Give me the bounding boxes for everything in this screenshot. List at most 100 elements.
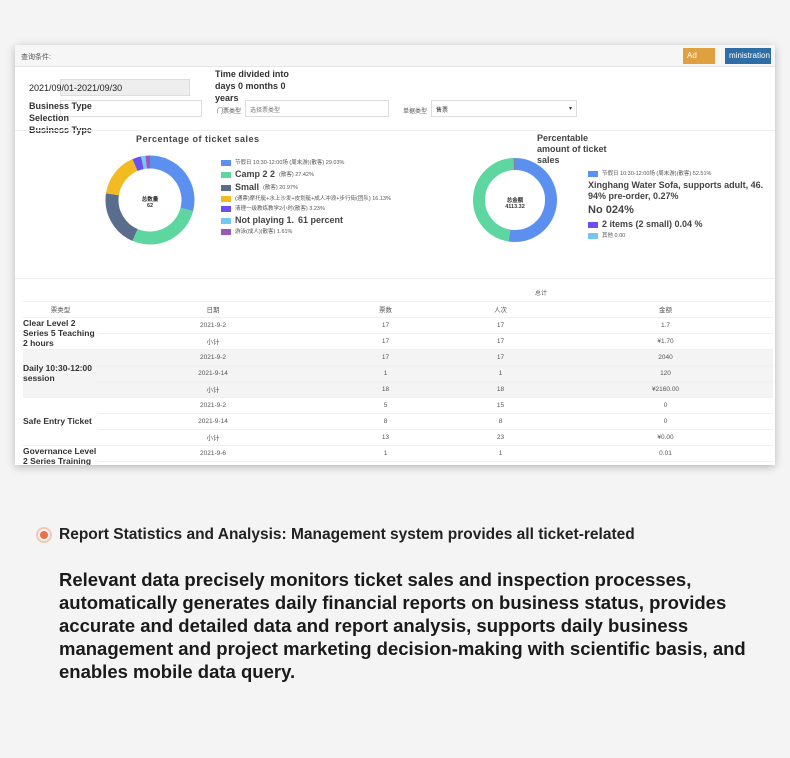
ticket-type-cell: Clear Level 2 Series 5 Teaching 2 hours [23,317,98,350]
ticket-type-cell: Governance Level 2 Series Training Teach… [23,445,98,465]
ticket-type-cell: Daily 10:30-12:00 session [23,349,98,398]
table-row: Daily 10:30-12:00 session 2021-9-2 17 17 204… [23,349,773,398]
table-row: Safe Entry Ticket 2021-9-2 5 15 0 [23,397,773,446]
ticket-type-cell: Safe Entry Ticket [23,397,98,446]
donut-slice[interactable] [508,158,557,242]
table-cell: 小计 [98,333,328,350]
col-header: 金额 [558,301,773,318]
date-range-input[interactable] [60,79,190,96]
table-cell: 2021-9-14 [98,365,328,382]
table-cell: 17 [443,349,558,366]
donut-slice[interactable] [105,193,138,241]
chart2-legend: 节假日 10:30-12:00场 (周末游)(散客) 52.51% Xingha… [588,170,773,240]
table-row: 2021-9-14 8 8 0 [23,413,773,430]
ticket-amount-donut [473,158,557,242]
legend-item[interactable]: 2 items (2 small) 0.04 % [588,219,773,230]
col-header: 人次 [443,301,558,318]
search-button[interactable]: Ad [683,48,715,64]
table-cell: 1 [328,445,443,462]
report-table: 票类型 日期 票数 人次 金额 Clear Level 2 Series 5 T… [23,285,773,465]
chart1-title: Percentage of ticket sales [136,134,260,144]
chevron-down-icon: ▾ [568,106,572,112]
legend-item[interactable]: 其他 0.00 [588,232,773,240]
center-label: 总数量 [141,197,159,203]
legend-item[interactable]: 节假日 10:30-12:00场 (周末游)(散客) 52.51% [588,170,773,178]
donut-slice[interactable] [141,155,147,170]
export-button[interactable]: ministration [725,48,771,64]
table-cell: 18 [443,381,558,398]
table-cell: ¥0.00 [558,429,773,446]
legend-item[interactable]: Not playing 1. 61 percent [221,215,481,226]
legend-item[interactable]: Camp 2 2 (散客) 27.42% [221,169,481,180]
table-cell: 2021-9-2 [98,397,328,414]
table-cell: 17 [328,317,443,334]
table-cell: 1 [328,461,443,465]
table-cell: 小计 [98,381,328,398]
donut-slice[interactable] [106,159,138,196]
table-cell: 1 [443,445,558,462]
ticket-count-donut [105,155,195,245]
table-cell: 0 [558,413,773,430]
table-cell: 2021-9-2 [98,349,328,366]
chart2-center: 总金额 4113.32 [490,196,540,210]
table-cell: 小计 [98,429,328,446]
donut-slice[interactable] [473,158,515,242]
table-cell: 18 [328,381,443,398]
report-screenshot: 查询条件: Ad ministration 2021/09/01-2021/09… [15,45,775,465]
business-type-input[interactable] [60,100,202,117]
time-note: Time divided into days 0 months 0 years [215,69,289,103]
ticket-type-select[interactable]: 选择票类型 [245,100,389,117]
table-cell: 17 [443,317,558,334]
table-row: Governance Level 2 Series Training Teach… [23,445,773,465]
table-cell: 17 [443,333,558,350]
chart1-legend: 节假日 10:30-12:00场 (周末游)(散客) 29.03% Camp 2… [221,159,481,236]
center-value: 62 [146,203,154,209]
table-cell: 17 [328,333,443,350]
table-cell: 120 [558,365,773,382]
legend-item[interactable]: Xinghang Water Sofa, supports adult, 46.… [588,180,764,201]
table-cell: 5 [328,397,443,414]
query-label: 查询条件: [21,54,51,61]
ticket-type-label: 门票类型 [217,109,242,115]
doc-type-value: 售票 [436,108,449,114]
donut-slice[interactable] [149,155,195,212]
divider [15,278,775,279]
table-cell: 8 [443,413,558,430]
table-cell: 1.7 [558,317,773,334]
table-cell: 17 [328,349,443,366]
table-cell: 1 [443,365,558,382]
query-bar: 查询条件: Ad ministration [15,45,775,67]
table-header-row: 票类型 日期 票数 人次 金额 [23,301,773,318]
table-cell: 0 [558,397,773,414]
donut-slice[interactable] [132,156,144,172]
table-cell: ¥1.70 [558,333,773,350]
legend-item[interactable]: 节假日 10:30-12:00场 (周末游)(散客) 29.03% [221,159,481,167]
table-cell: ¥2160.00 [558,381,773,398]
col-header: 票数 [328,301,443,318]
legend-item[interactable]: 清理一级教练教学2小时(散客) 3.23% [221,205,481,213]
caption-body: Relevant data precisely monitors ticket … [59,569,746,682]
table-row: 小计 17 17 ¥1.70 [23,333,773,350]
center-label: 总金额 [506,198,524,204]
table-cell: 2021-9-14 [98,413,328,430]
center-value: 4113.32 [505,204,525,210]
bullet-icon [36,527,52,543]
caption-heading: Report Statistics and Analysis: Manageme… [59,526,635,543]
legend-item[interactable]: (通票)摩托艇+水上沙发+皮划艇+成人冲浪+步行街(团队) 16.13% [221,195,481,203]
table-cell: 0.01 [558,461,773,465]
legend-item[interactable]: No 024% [588,204,634,216]
table-row: 小计 13 23 ¥0.00 [23,429,773,446]
legend-item[interactable]: 游泳(成人)(散客) 1.61% [221,228,481,236]
col-header: 日期 [98,301,328,318]
donut-slice[interactable] [132,207,194,245]
table-cell: 1 [328,365,443,382]
table-cell: 2021-9-7 [98,461,328,465]
table-cell: 0.01 [558,445,773,462]
table-row: 2021-9-14 1 1 120 [23,365,773,382]
table-cell: 1 [443,461,558,465]
table-cell: 8 [328,413,443,430]
divider [15,130,775,131]
chart2-title: Percentable amount of ticket sales [537,133,607,165]
legend-item[interactable]: Small (散客) 20.97% [221,182,481,193]
doc-type-select[interactable]: 售票 ▾ [431,100,577,117]
